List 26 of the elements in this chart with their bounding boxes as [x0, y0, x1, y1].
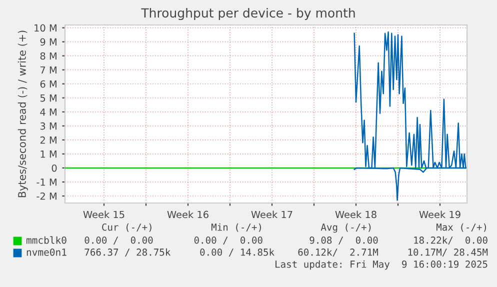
y-tick-label: 9 M	[40, 38, 56, 46]
x-tick-label: Week 19	[419, 210, 460, 218]
y-tick-label: 3 M	[40, 122, 56, 130]
x-tick-label: Week 16	[167, 210, 208, 218]
y-tick-label: 7 M	[40, 66, 56, 74]
y-tick-label: 2 M	[40, 136, 56, 144]
text: Last update: Fri May 9 16:00:19 2025	[276, 260, 488, 270]
y-tick-label: 4 M	[40, 108, 56, 116]
y-tick-label: 10 M	[34, 24, 56, 32]
x-tick-label: Week 17	[251, 210, 292, 218]
y-tick-label: 0	[52, 164, 57, 172]
legend-label: nvme0n1	[26, 248, 66, 256]
x-tick-label: Week 15	[83, 210, 124, 218]
y-tick-label: -2 M	[36, 192, 56, 200]
y-tick-label: -1 M	[36, 178, 56, 186]
text: Cur (-/+) Min (-/+) Avg (-/+) Max (-/+)	[102, 223, 486, 233]
legend-label: mmcblk0	[26, 236, 66, 244]
y-tick-label: 8 M	[40, 52, 56, 60]
chart-title: Throughput per device - by month	[141, 8, 355, 20]
y-tick-label: 5 M	[40, 94, 56, 102]
text: 766.37 / 28.75k 0.00 / 14.85k 60.12k/ 2.71M 10.17M/ 28.45M	[84, 248, 488, 257]
y-tick-label: 1 M	[40, 150, 56, 158]
y-tick-label: 6 M	[40, 80, 56, 88]
x-tick-label: Week 18	[335, 210, 376, 218]
text: 0.00 / 0.00 0.00 / 0.00 9.08 / 0.00 18.22k/ 0.00	[84, 236, 488, 245]
y-axis-title: Bytes/second read (-) / write (+)	[18, 30, 28, 198]
